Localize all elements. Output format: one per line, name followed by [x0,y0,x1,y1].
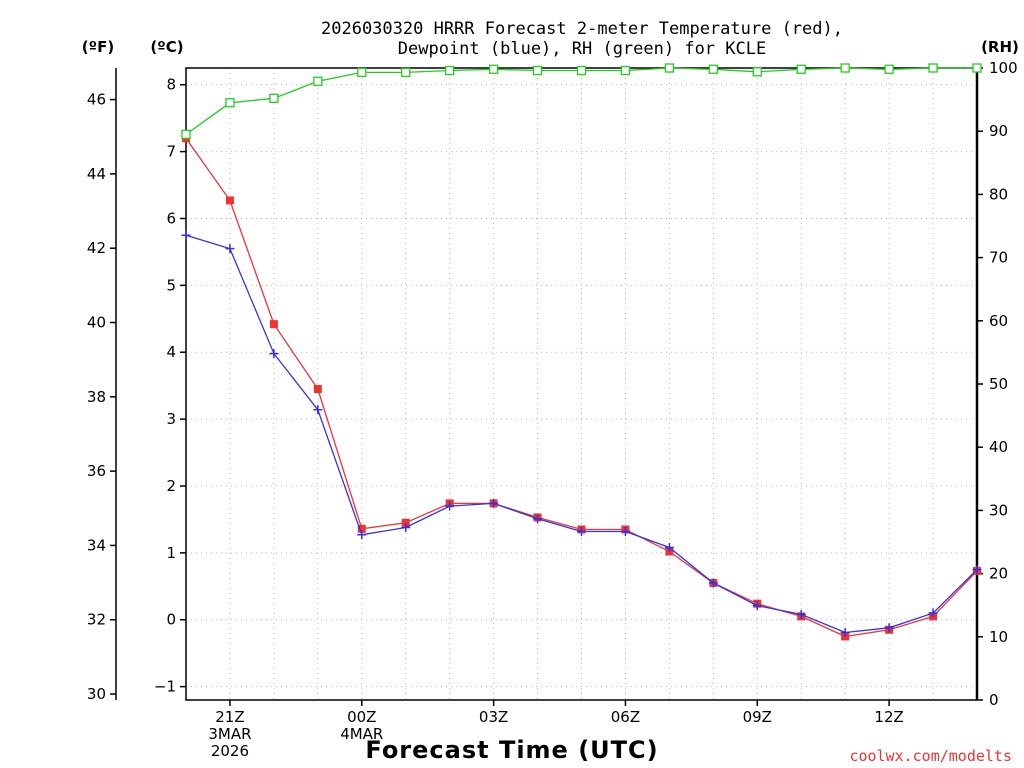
temperature-marker [225,196,234,205]
celsius-tick-label: 6 [166,209,176,227]
rh-marker [796,64,806,74]
chart-title-line-2: Dewpoint (blue), RH (green) for KCLE [398,39,766,59]
fahrenheit-tick-label: 30 [87,685,106,703]
x-tick-label: 12Z [874,708,903,726]
celsius-tick-label: 5 [166,276,176,294]
dewpoint-marker [972,565,982,575]
rh-tick-label: 40 [989,438,1008,456]
rh-line [185,67,977,135]
celsius-tick-label: 2 [166,477,176,495]
rh-marker [840,63,850,73]
celsius-tick-label: 0 [166,611,176,629]
dewpoint-marker [577,526,586,536]
credit-label: coolwx.com/modelts [849,747,1012,765]
rh-marker [445,65,455,76]
temperature-marker [269,320,278,329]
rh-tick-label: 100 [989,59,1018,77]
dewpoint-marker [401,522,411,532]
rh-tick-label: 90 [989,122,1008,140]
rh-tick-label: 20 [989,565,1008,583]
rh-marker [928,63,938,73]
celsius-tick-label: 3 [166,410,176,428]
fahrenheit-tick-label: 38 [87,388,106,406]
fahrenheit-tick-label: 34 [87,536,106,554]
celsius-unit-label: (ºC) [150,38,183,56]
dewpoint-marker [225,244,235,254]
rh-marker [884,64,894,74]
rh-marker [269,93,279,103]
rh-tick-label: 60 [989,312,1008,330]
dewpoint-marker [664,543,674,553]
rh-marker [620,65,631,76]
fahrenheit-tick-label: 40 [87,314,106,332]
dewpoint-marker [313,405,323,415]
dewpoint-marker [840,627,850,637]
x-tick-label: 00Z [347,708,376,726]
dewpoint-marker [357,530,367,540]
rh-marker [313,76,323,86]
dewpoint-marker [181,230,191,240]
dewpoint-marker [489,498,499,508]
celsius-tick-label: 7 [166,143,176,161]
celsius-tick-label: 4 [166,343,176,361]
rh-tick-label: 70 [989,249,1008,267]
rh-tick-label: 80 [989,185,1008,203]
rh-tick-label: 10 [989,628,1008,646]
chart-title-line-1: 2026030320 HRRR Forecast 2-meter Tempera… [321,19,843,39]
x-tick-label: 3MAR [208,725,251,743]
dewpoint-marker [445,501,455,511]
series-layer [181,63,982,641]
celsius-tick-label: 1 [166,544,176,562]
dewpoint-marker [796,609,806,619]
temperature-line [185,137,978,638]
fahrenheit-tick-label: 46 [87,91,106,109]
rh-marker [401,67,411,78]
fahrenheit-tick-label: 42 [87,239,106,257]
x-tick-label: 09Z [743,708,772,726]
rh-marker [708,64,718,74]
x-tick-label: 21Z [215,708,244,726]
dewpoint-marker [708,578,718,588]
x-tick-label: 4MAR [340,725,383,743]
rh-tick-label: 0 [989,691,999,709]
rh-marker [576,65,587,76]
rh-marker [357,67,367,78]
gridlines [186,68,977,700]
celsius-tick-label: −1 [154,678,176,696]
rh-marker [225,98,235,108]
rh-marker [488,64,499,74]
rh-marker [181,129,191,140]
dewpoint-marker [752,601,762,611]
x-axis-title: Forecast Time (UTC) [365,736,658,764]
x-tick-label: 03Z [479,708,508,726]
rh-marker [664,63,675,73]
rh-marker [972,63,982,73]
dewpoint-marker [269,349,279,359]
rh-marker [532,65,543,76]
dewpoint-marker [620,526,630,536]
rh-unit-label: (RH) [981,38,1019,56]
dewpoint-marker [884,623,894,633]
fahrenheit-tick-label: 32 [87,611,106,629]
fahrenheit-tick-label: 44 [87,165,106,183]
x-tick-label: 2026 [211,742,249,760]
temperature-marker [313,385,322,394]
axes: 464442403836343230876543210−110090807060… [87,59,1018,760]
rh-marker [752,67,762,77]
rh-tick-label: 50 [989,375,1008,393]
fahrenheit-unit-label: (ºF) [82,38,114,56]
temperature-marker [401,518,410,527]
temperature-marker [357,524,366,533]
fahrenheit-tick-label: 36 [87,462,106,480]
rh-tick-label: 30 [989,501,1008,519]
dewpoint-marker [928,608,938,618]
dewpoint-marker [533,514,543,524]
celsius-tick-label: 8 [166,76,176,94]
x-tick-label: 06Z [611,708,640,726]
